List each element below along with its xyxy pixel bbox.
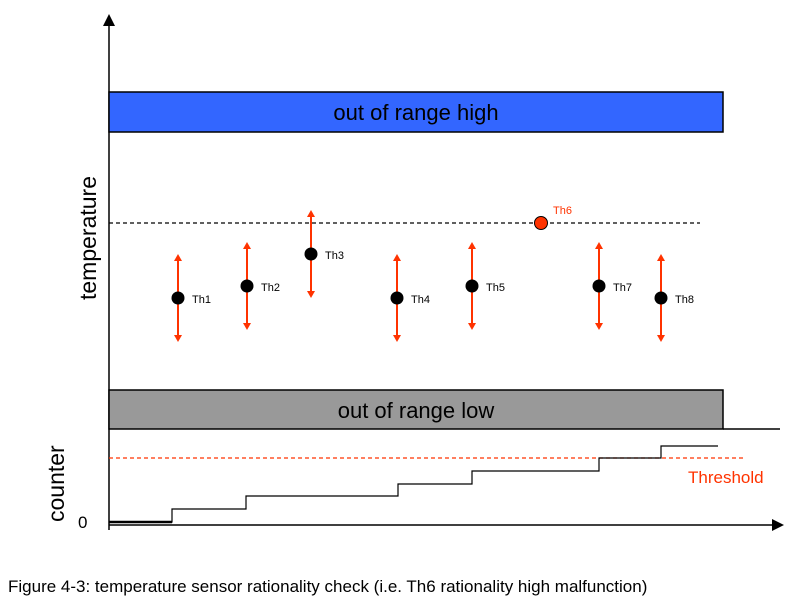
th3-error-bar-top-arrow bbox=[307, 210, 315, 217]
th2-error-bar-top-arrow bbox=[243, 242, 251, 249]
th3-error-bar-bottom-arrow bbox=[307, 291, 315, 298]
th7-error-bar-top-arrow bbox=[595, 242, 603, 249]
th8-label: Th8 bbox=[675, 294, 694, 306]
temperature-axis-label: temperature bbox=[75, 176, 101, 300]
th5-error-bar-bottom-arrow bbox=[468, 323, 476, 330]
th4-error-bar-top-arrow bbox=[393, 254, 401, 261]
th5-reading-dot bbox=[465, 279, 479, 293]
out-of-range-low-label: out of range low bbox=[338, 398, 495, 423]
th3-reading-dot bbox=[304, 247, 318, 261]
th1-error-bar-top-arrow bbox=[174, 254, 182, 261]
sensor-readings: Th1 Th2 Th3 Th4 Th5 Th6 Th7 Th8 bbox=[171, 205, 694, 342]
counter-step-line bbox=[109, 445, 718, 523]
th1-reading-dot bbox=[171, 291, 185, 305]
th5-error-bar-top-arrow bbox=[468, 242, 476, 249]
th4-label: Th4 bbox=[411, 294, 430, 306]
out-of-range-high-label: out of range high bbox=[333, 100, 498, 125]
th6-malfunction-dot bbox=[534, 216, 548, 230]
th2-reading-dot bbox=[240, 279, 254, 293]
th2-label: Th2 bbox=[261, 282, 280, 294]
counter-axis-label: counter bbox=[43, 445, 69, 522]
th6-label: Th6 bbox=[553, 205, 572, 217]
out-of-range-high-band bbox=[108, 91, 724, 133]
th2-error-bar-bottom-arrow bbox=[243, 323, 251, 330]
th8-error-bar-top-arrow bbox=[657, 254, 665, 261]
th5-label: Th5 bbox=[486, 282, 505, 294]
th3-label: Th3 bbox=[325, 250, 344, 262]
th7-label: Th7 bbox=[613, 282, 632, 294]
th4-error-bar-bottom-arrow bbox=[393, 335, 401, 342]
th8-error-bar-bottom-arrow bbox=[657, 335, 665, 342]
figure-caption: Figure 4-3: temperature sensor rationali… bbox=[8, 577, 648, 596]
out-of-range-low-band bbox=[108, 389, 724, 430]
th1-error-bar-bottom-arrow bbox=[174, 335, 182, 342]
counter-zero-label: 0 bbox=[78, 513, 87, 532]
threshold-label: Threshold bbox=[688, 468, 764, 487]
th7-error-bar-bottom-arrow bbox=[595, 323, 603, 330]
th8-reading-dot bbox=[654, 291, 668, 305]
th1-label: Th1 bbox=[192, 294, 211, 306]
th7-reading-dot bbox=[592, 279, 606, 293]
th4-reading-dot bbox=[390, 291, 404, 305]
